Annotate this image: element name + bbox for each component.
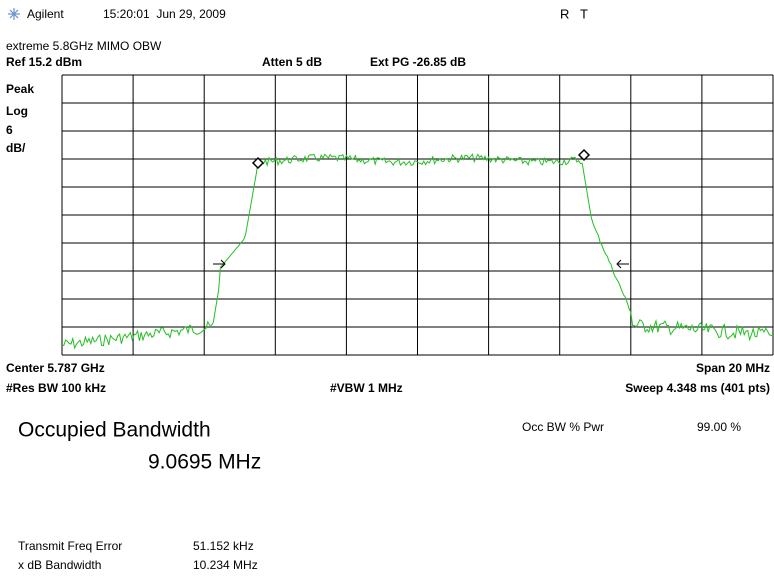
result-label: x dB Bandwidth (18, 558, 101, 572)
result-value: 10.234 MHz (193, 558, 258, 572)
brand: Agilent (27, 7, 64, 21)
bandwidth-arrows (213, 259, 629, 269)
screen-name: extreme 5.8GHz MIMO OBW (6, 39, 162, 53)
center-freq: Center 5.787 GHz (6, 361, 105, 375)
result-value: 51.152 kHz (193, 539, 254, 553)
scale-label: Peak (6, 82, 34, 96)
result-label: Transmit Freq Error (18, 539, 122, 553)
vbw: #VBW 1 MHz (330, 381, 403, 395)
pwr-label: Occ BW % Pwr (522, 420, 604, 434)
pwr-value: 99.00 % (697, 420, 741, 434)
res-bw: #Res BW 100 kHz (6, 381, 106, 395)
graticule (61, 74, 774, 356)
status: R T (560, 6, 588, 21)
span: Span 20 MHz (696, 361, 770, 375)
result-title: Occupied Bandwidth (18, 419, 211, 442)
ref-level: Ref 15.2 dBm (6, 55, 82, 69)
sweep: Sweep 4.348 ms (401 pts) (625, 381, 770, 395)
marker (251, 156, 265, 170)
marker (577, 148, 591, 162)
attenuation: Atten 5 dB (262, 55, 322, 69)
logo (8, 8, 20, 20)
datetime: 15:20:01 Jun 29, 2009 (103, 7, 226, 21)
ext-pg: Ext PG -26.85 dB (370, 55, 466, 69)
scale-label: dB/ (6, 141, 26, 155)
obw-value: 9.0695 MHz (148, 451, 261, 474)
scale-label: Log (6, 104, 28, 118)
scale-label: 6 (6, 123, 13, 137)
trace (61, 153, 774, 350)
